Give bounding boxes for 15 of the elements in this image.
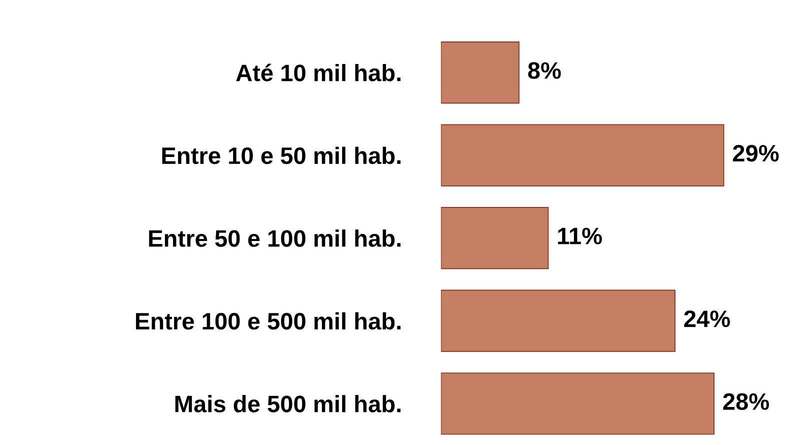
bar [441,372,714,435]
y-tick-label: Até 10 mil hab. [236,64,400,82]
data-label: 24% [684,310,730,328]
bar [441,41,520,104]
data-label: 29% [732,144,779,162]
bar [441,207,549,270]
data-label: 28% [723,393,769,410]
data-label: 8% [528,62,561,79]
bar [441,290,676,352]
bar [441,124,724,186]
y-tick-label: Entre 10 e 50 mil hab. [162,146,400,164]
y-tick-label: Entre 50 e 100 mil hab. [149,230,401,247]
data-label: 11% [558,228,602,244]
y-tick-label: Mais de 500 mil hab. [175,395,401,412]
y-tick-label: Entre 100 e 500 mil hab. [136,312,401,330]
